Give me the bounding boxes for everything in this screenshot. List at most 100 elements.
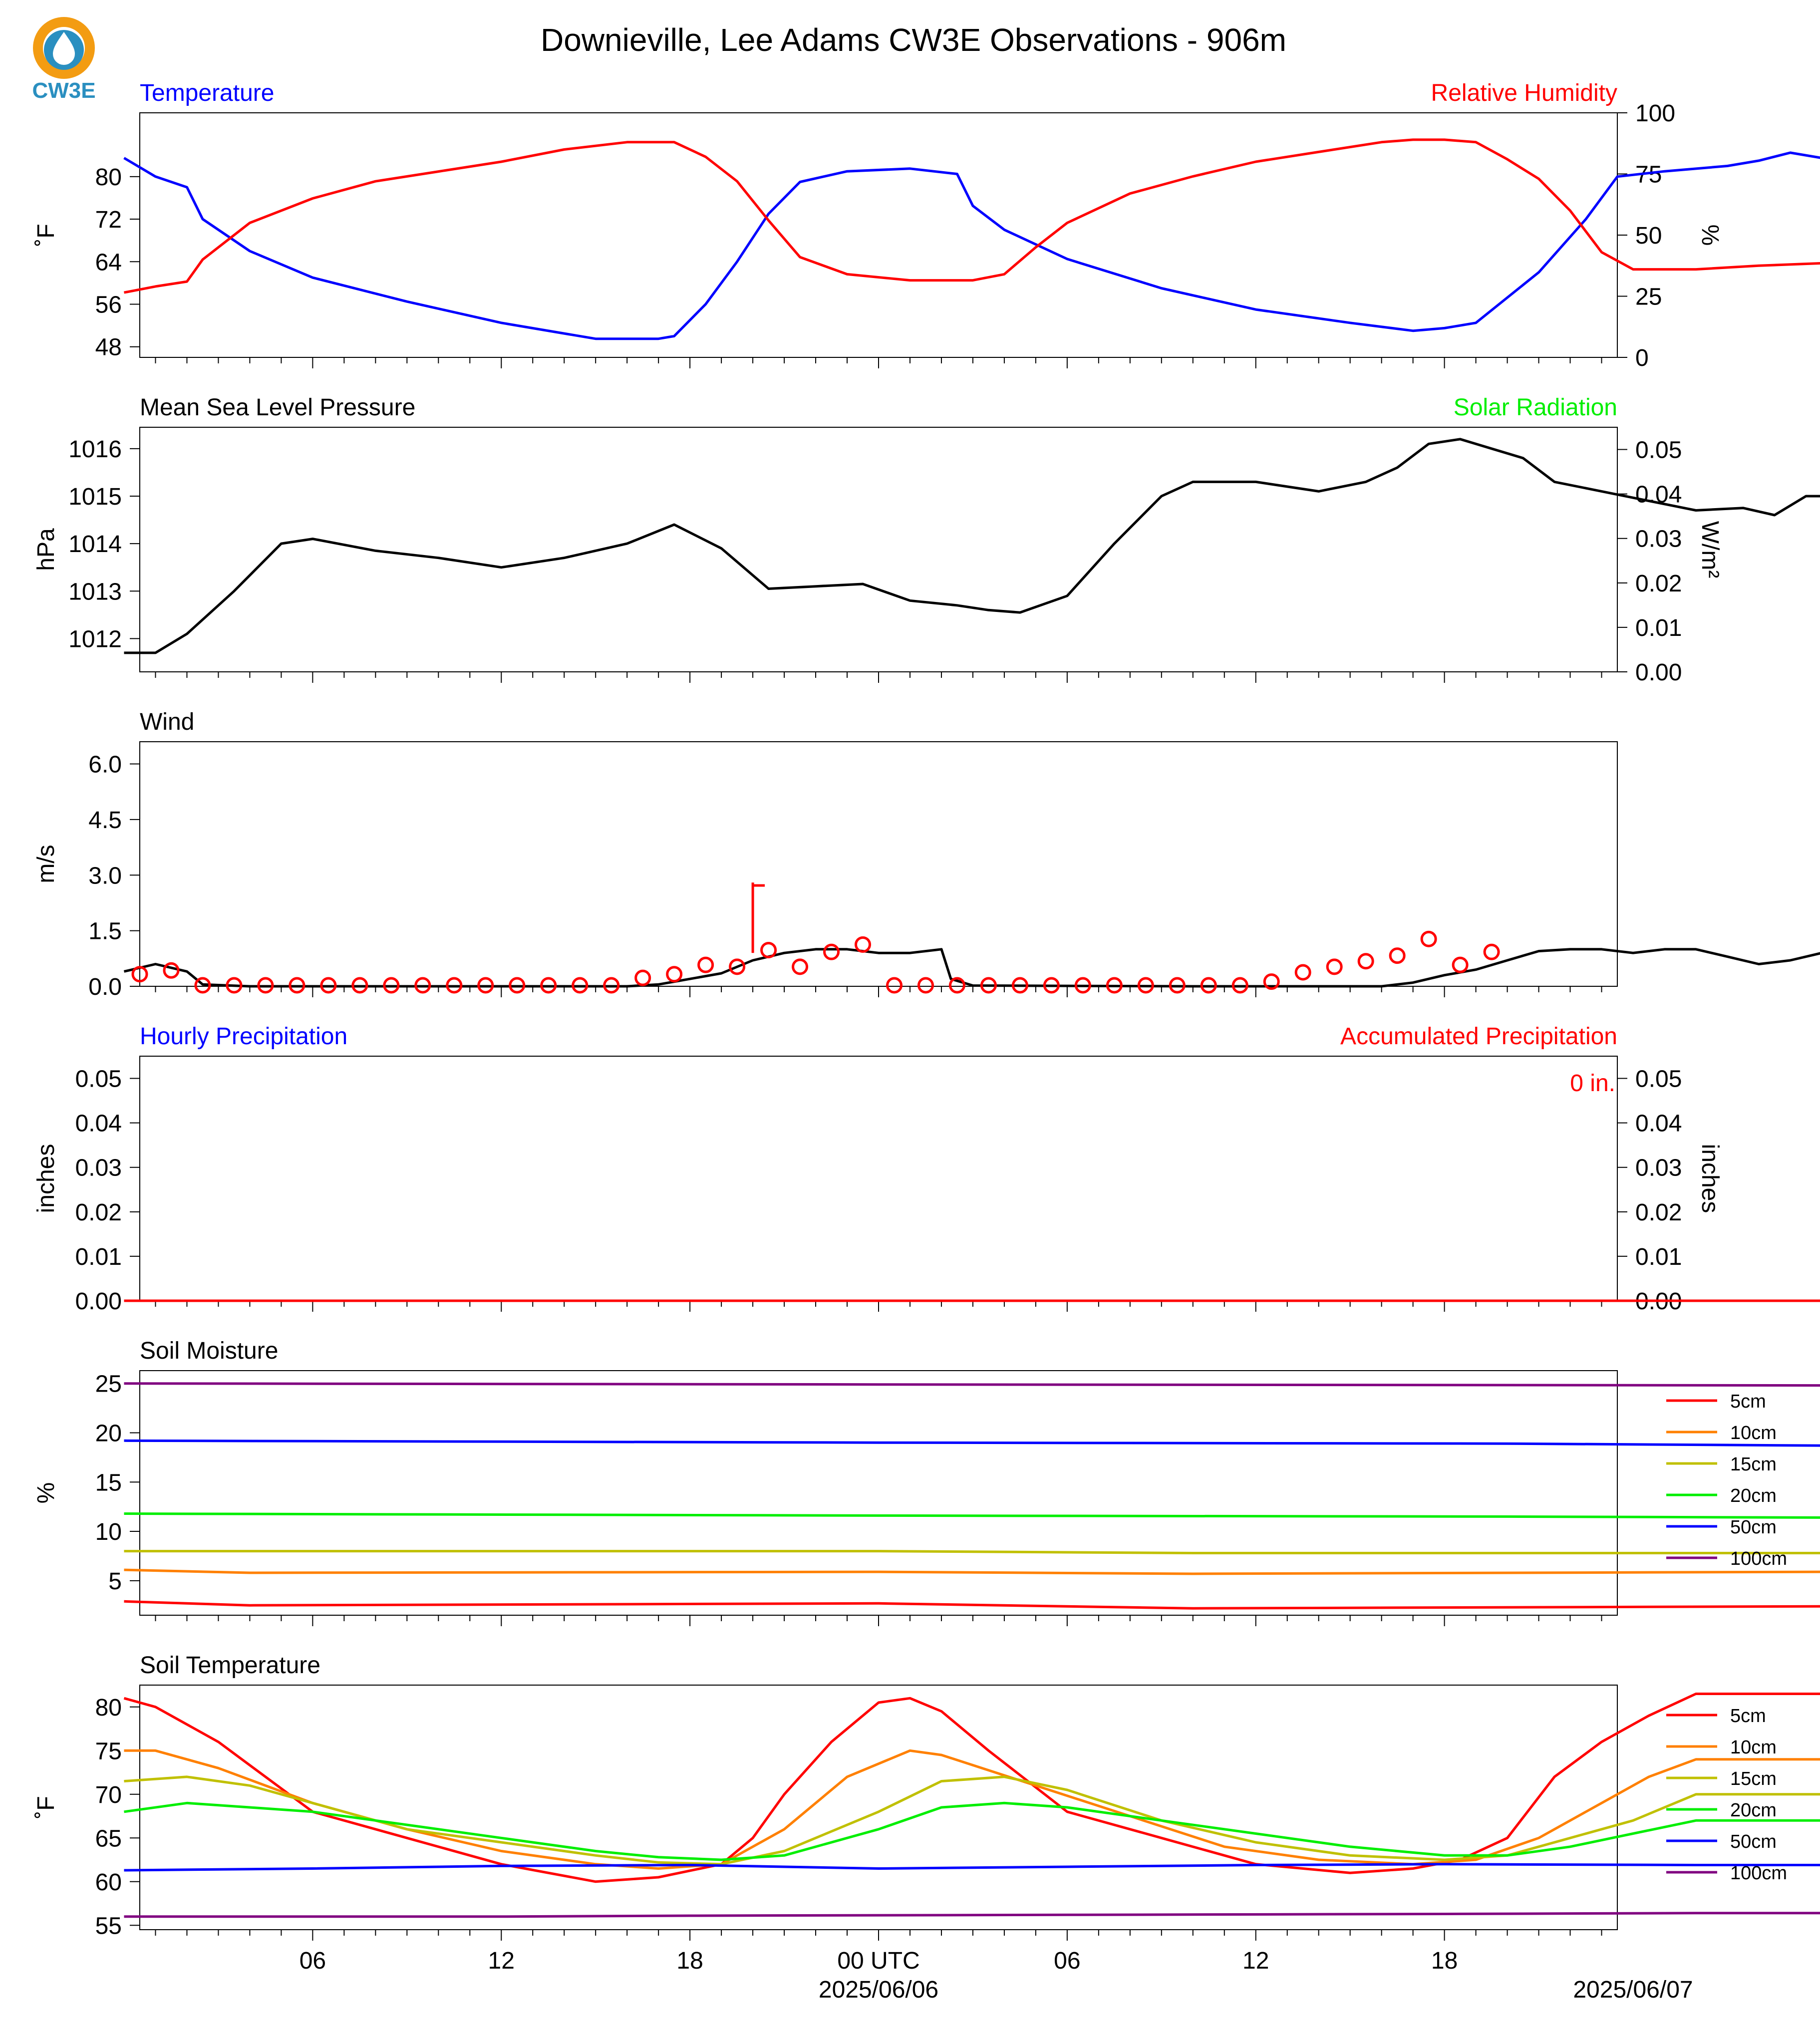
- panel-soil_temp: 06 12 18 00 UTC 06 12 18 2025/06/06 2025/06/07 So…: [33, 1652, 1820, 2003]
- legend-label: 5cm: [1730, 1706, 1766, 1727]
- legend-label: 50cm: [1730, 1517, 1777, 1538]
- legend-label: 100cm: [1730, 1863, 1787, 1884]
- y-tick-label-left: 0.02: [75, 1199, 122, 1226]
- y-tick-label-right: 100: [1635, 100, 1675, 127]
- y-tick-label-left: 1.5: [88, 918, 122, 945]
- y-tick-label-left: 10: [95, 1519, 122, 1545]
- panel-title-left: Mean Sea Level Pressure: [140, 394, 415, 421]
- y-tick-label-left: 56: [95, 291, 122, 318]
- wind-marker: [194, 977, 211, 994]
- y-tick-label-left: 55: [95, 1913, 122, 1939]
- wind-marker: [320, 977, 337, 994]
- logo-text: CW3E: [32, 78, 95, 103]
- y-tick-label-left: 72: [95, 207, 122, 233]
- y-tick-label-left: 1014: [68, 531, 122, 558]
- series-line-0: [123, 151, 1820, 340]
- y-tick-label-right: 0.03: [1635, 1155, 1682, 1181]
- cw3e-logo: CW3E: [32, 17, 96, 103]
- y-tick-label-left: 20: [95, 1420, 122, 1447]
- legend-label: 50cm: [1730, 1831, 1777, 1852]
- wind-marker: [131, 966, 148, 983]
- wind-marker: [948, 977, 965, 994]
- wind-marker: [1483, 943, 1500, 960]
- wind-marker: [1452, 956, 1469, 973]
- series-line-1: [124, 138, 1820, 294]
- wind-marker: [917, 977, 934, 994]
- plot-frame: [139, 1370, 1618, 1616]
- x-tick-label: 18: [676, 1948, 703, 1974]
- y-tick-label-left: 60: [95, 1869, 122, 1896]
- wind-marker: [414, 977, 431, 994]
- x-tick-label: 12: [1242, 1948, 1269, 1974]
- wind-marker: [1294, 964, 1311, 981]
- logo-ring: [33, 17, 95, 79]
- chart-panels: Temperature Relative Humidity 80 72 64 56 48 10…: [33, 80, 1820, 2003]
- wind-marker: [1074, 977, 1091, 994]
- series-line-5cm: [123, 1693, 1820, 1883]
- y-tick-label-right: 0.02: [1635, 571, 1682, 597]
- y-axis-label-left: ˚F: [33, 1796, 59, 1818]
- wind-marker: [509, 977, 526, 994]
- wind-marker: [697, 956, 714, 973]
- series-line-100cm: [124, 1382, 1820, 1387]
- y-tick-label-left: 1015: [68, 484, 122, 510]
- wind-marker: [1200, 977, 1217, 994]
- panel-title-left: Soil Moisture: [140, 1338, 278, 1364]
- panel-title-left: Soil Temperature: [140, 1652, 320, 1679]
- series-line-50cm: [124, 1863, 1820, 1872]
- y-tick-label-left: 0.00: [75, 1288, 122, 1315]
- wind-marker: [1011, 977, 1028, 994]
- wind-marker: [1043, 977, 1060, 994]
- panel-wind: Wind 6.0 4.5 3.0 1.5 0.0 m/s: [33, 709, 1820, 1000]
- y-tick-label-left: 0.05: [75, 1066, 122, 1093]
- wind-marker: [823, 943, 840, 960]
- series-line-0: [123, 948, 1820, 988]
- series-line-10cm: [124, 1568, 1820, 1575]
- wind-marker: [666, 966, 683, 983]
- wind-marker: [855, 936, 872, 953]
- wind-marker: [540, 977, 557, 994]
- y-tick-label-right: 0.04: [1635, 1111, 1682, 1137]
- y-tick-label-left: 1013: [68, 579, 122, 605]
- y-tick-label-right: 0.01: [1635, 615, 1682, 641]
- wind-marker: [351, 977, 368, 994]
- panel-soil_moisture: Soil Moisture 25 20 15 10 5% 5cm 10cm 15cm 20cm 50…: [33, 1338, 1820, 1626]
- legend-label: 10cm: [1730, 1737, 1777, 1758]
- y-axis-label-right: %: [1697, 225, 1723, 246]
- y-tick-label-left: 80: [95, 164, 122, 191]
- y-tick-label-right: 0.03: [1635, 526, 1682, 553]
- legend-label: 15cm: [1730, 1768, 1777, 1789]
- panel-title-left: Temperature: [140, 80, 274, 106]
- series-line-0: [124, 438, 1820, 654]
- panel-precip: Hourly Precipitation Accumulated Precipit…: [33, 1023, 1820, 1315]
- accumulated-total-label: 0 in.: [1570, 1070, 1615, 1097]
- panel-temp_rh: Temperature Relative Humidity 80 72 64 56 48 10…: [33, 80, 1820, 371]
- wind-marker: [1106, 977, 1123, 994]
- legend-label: 10cm: [1730, 1423, 1777, 1444]
- wind-marker: [446, 977, 463, 994]
- y-tick-label-left: 3.0: [88, 863, 122, 889]
- y-axis-label-right: W/m²: [1697, 521, 1723, 579]
- panel-pressure: Mean Sea Level Pressure Solar Radiation 10…: [33, 394, 1820, 686]
- x-tick-label: 06: [300, 1948, 326, 1974]
- y-tick-label-left: 0.04: [75, 1111, 122, 1137]
- wind-marker: [383, 977, 400, 994]
- panel-title-right: Solar Radiation: [1454, 394, 1617, 421]
- wind-marker: [226, 977, 243, 994]
- y-axis-label-left: hPa: [33, 528, 59, 571]
- wind-marker: [1137, 977, 1154, 994]
- y-tick-label-left: 15: [95, 1469, 122, 1496]
- series-line-15cm: [124, 1550, 1820, 1554]
- panel-title-left: Wind: [140, 709, 194, 735]
- wind-marker: [603, 977, 620, 994]
- y-tick-label-left: 0.0: [88, 974, 122, 1000]
- wind-marker: [1169, 977, 1186, 994]
- chart-title: Downieville, Lee Adams CW3E Observations…: [541, 22, 1286, 58]
- y-tick-label-right: 50: [1635, 223, 1662, 249]
- wind-marker: [1263, 973, 1280, 990]
- x-tick-label: 06: [1054, 1948, 1080, 1974]
- x-tick-label: 12: [488, 1948, 515, 1974]
- y-tick-label-right: 25: [1635, 284, 1662, 310]
- y-tick-label-right: 0.00: [1635, 659, 1682, 686]
- wind-marker: [1326, 958, 1343, 975]
